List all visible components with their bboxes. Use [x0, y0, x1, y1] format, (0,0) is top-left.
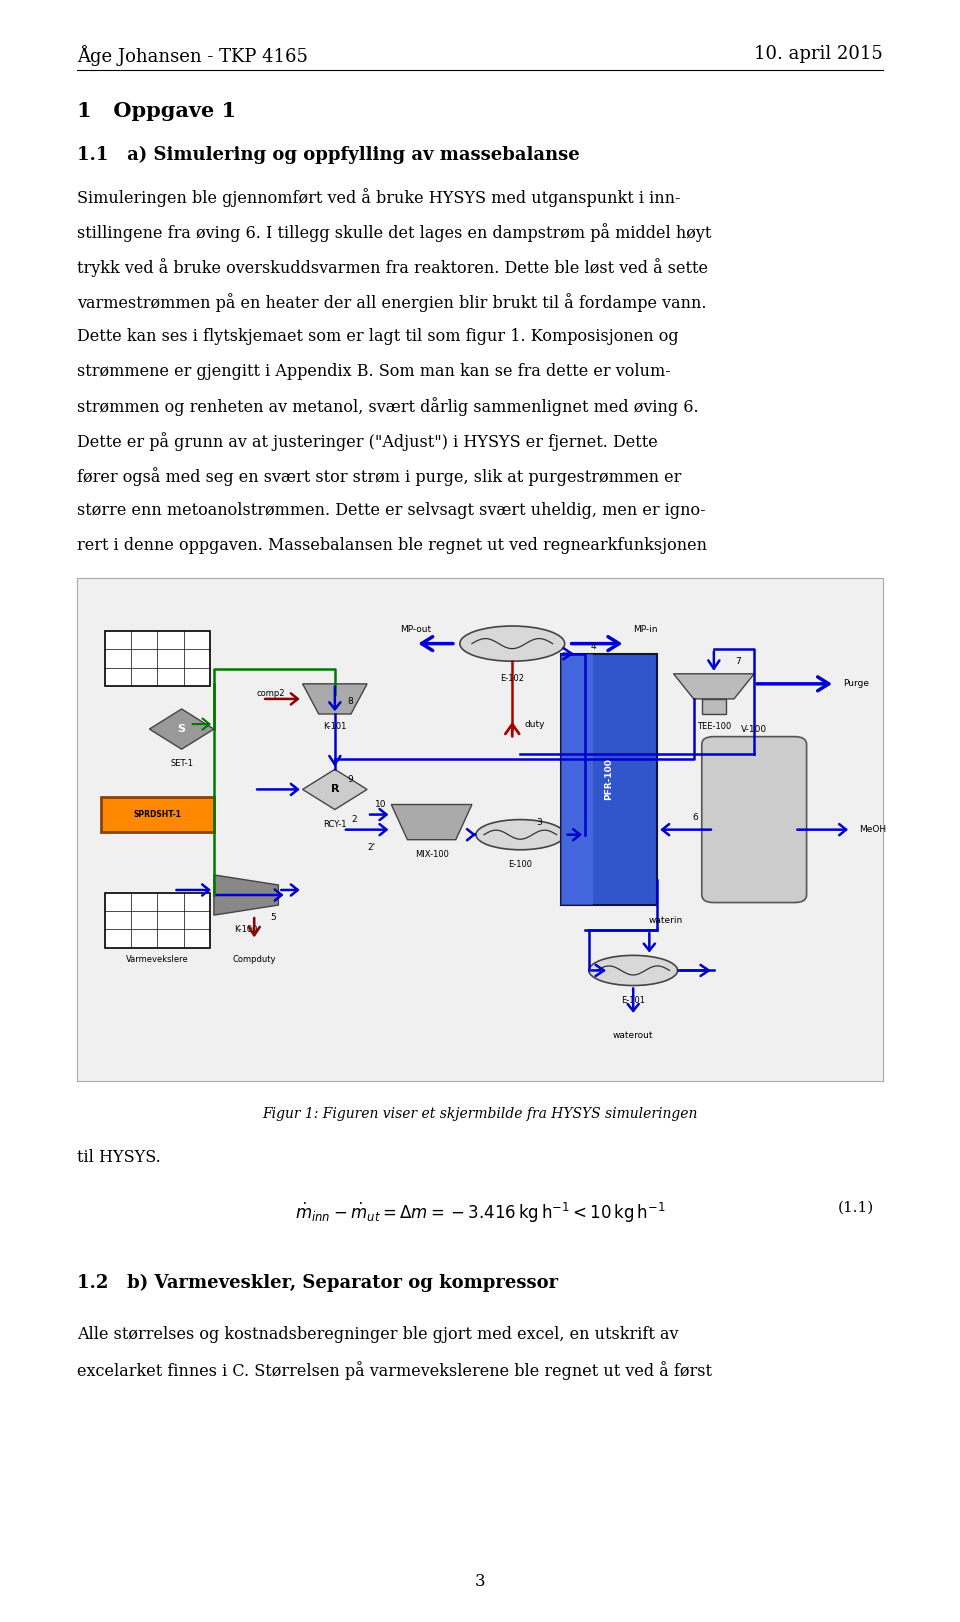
Ellipse shape	[460, 626, 564, 662]
Text: MP-out: MP-out	[400, 624, 431, 634]
Text: PFR-100: PFR-100	[605, 759, 613, 800]
Text: Compduty: Compduty	[232, 955, 276, 965]
Text: 10. april 2015: 10. april 2015	[755, 45, 883, 63]
Text: waterin: waterin	[648, 916, 683, 925]
Text: S: S	[178, 723, 185, 735]
Polygon shape	[392, 805, 472, 840]
Text: 5: 5	[271, 913, 276, 923]
Text: til HYSYS.: til HYSYS.	[77, 1148, 160, 1166]
Text: rert i denne oppgaven. Massebalansen ble regnet ut ved regnearkfunksjonen: rert i denne oppgaven. Massebalansen ble…	[77, 537, 707, 553]
Bar	[105, 892, 210, 947]
Polygon shape	[302, 769, 367, 809]
Text: MeOH: MeOH	[859, 826, 886, 834]
Text: stillingene fra øving 6. I tillegg skulle det lages en dampstrøm på middel høyt: stillingene fra øving 6. I tillegg skull…	[77, 222, 711, 242]
Text: Åge Johansen - TKP 4165: Åge Johansen - TKP 4165	[77, 45, 307, 67]
FancyBboxPatch shape	[702, 736, 806, 902]
Text: Alle størrelses og kostnadsberegninger ble gjort med excel, en utskrift av: Alle størrelses og kostnadsberegninger b…	[77, 1325, 679, 1343]
Bar	[561, 654, 593, 905]
Text: 6: 6	[692, 813, 698, 822]
Text: $\dot{m}_{inn} - \dot{m}_{ut} = \Delta m = -3.416\,\mathrm{kg\,h^{-1}} < 10\,\ma: $\dot{m}_{inn} - \dot{m}_{ut} = \Delta m…	[295, 1200, 665, 1225]
Ellipse shape	[588, 955, 678, 986]
Text: SPRDSHT-1: SPRDSHT-1	[133, 809, 181, 819]
Text: strømmen og renheten av metanol, svært dårlig sammenlignet med øving 6.: strømmen og renheten av metanol, svært d…	[77, 397, 699, 417]
Text: 7: 7	[735, 657, 741, 665]
Text: Figur 1: Figuren viser et skjermbilde fra HYSYS simuleringen: Figur 1: Figuren viser et skjermbilde fr…	[262, 1106, 698, 1121]
Text: 3: 3	[537, 817, 542, 827]
Text: fører også med seg en svært stor strøm i purge, slik at purgestrømmen er: fører også med seg en svært stor strøm i…	[77, 467, 682, 487]
Text: K-100: K-100	[234, 925, 258, 934]
Text: Dette er på grunn av at justeringer ("Adjust") i HYSYS er fjernet. Dette: Dette er på grunn av at justeringer ("Ad…	[77, 431, 658, 451]
Text: MP-in: MP-in	[634, 624, 658, 634]
Text: E-101: E-101	[621, 996, 645, 1004]
Text: varmestrømmen på en heater der all energien blir brukt til å fordampe vann.: varmestrømmen på en heater der all energ…	[77, 292, 707, 311]
Text: MIX-100: MIX-100	[415, 850, 448, 858]
Text: 3: 3	[474, 1573, 486, 1590]
FancyBboxPatch shape	[101, 796, 214, 832]
Text: 1.1   a) Simulering og oppfylling av massebalanse: 1.1 a) Simulering og oppfylling av masse…	[77, 146, 580, 164]
Text: RCY-1: RCY-1	[324, 819, 347, 829]
Text: V-100: V-100	[741, 725, 767, 735]
Bar	[702, 699, 726, 714]
Text: 4: 4	[590, 642, 596, 650]
Text: 2: 2	[351, 816, 356, 824]
Text: 8: 8	[347, 697, 352, 706]
Text: 1.2   b) Varmeveskler, Separator og kompressor: 1.2 b) Varmeveskler, Separator og kompre…	[77, 1273, 558, 1293]
Text: K-101: K-101	[324, 722, 347, 730]
Polygon shape	[674, 673, 755, 699]
Text: TEE-100: TEE-100	[697, 722, 731, 730]
Text: excelarket finnes i C. Størrelsen på varmevekslerene ble regnet ut ved å først: excelarket finnes i C. Størrelsen på var…	[77, 1361, 711, 1380]
Text: Dette kan ses i flytskjemaet som er lagt til som figur 1. Komposisjonen og: Dette kan ses i flytskjemaet som er lagt…	[77, 328, 679, 344]
Polygon shape	[214, 874, 278, 915]
Text: større enn metoanolstrømmen. Dette er selvsagt svært uheldig, men er igno-: større enn metoanolstrømmen. Dette er se…	[77, 501, 706, 519]
Text: Simuleringen ble gjennomført ved å bruke HYSYS med utganspunkt i inn-: Simuleringen ble gjennomført ved å bruke…	[77, 188, 681, 208]
Text: comp2: comp2	[256, 689, 284, 699]
Ellipse shape	[476, 819, 564, 850]
Text: 10: 10	[375, 800, 387, 809]
Text: E-102: E-102	[500, 673, 524, 683]
Polygon shape	[302, 684, 367, 714]
Bar	[105, 631, 210, 686]
Text: 9: 9	[347, 775, 352, 783]
Text: trykk ved å bruke overskuddsvarmen fra reaktoren. Dette ble løst ved å sette: trykk ved å bruke overskuddsvarmen fra r…	[77, 258, 708, 277]
Bar	[561, 654, 658, 905]
Polygon shape	[150, 709, 214, 749]
Text: SET-1: SET-1	[170, 759, 193, 769]
Text: duty: duty	[524, 720, 545, 728]
Text: 1   Oppgave 1: 1 Oppgave 1	[77, 101, 236, 120]
Text: waterout: waterout	[613, 1030, 654, 1040]
Text: strømmene er gjengitt i Appendix B. Som man kan se fra dette er volum-: strømmene er gjengitt i Appendix B. Som …	[77, 362, 670, 380]
Text: R: R	[330, 785, 339, 795]
Text: 2': 2'	[367, 843, 375, 852]
Text: Varmevekslere: Varmevekslere	[126, 955, 189, 965]
Text: Purge: Purge	[843, 680, 869, 688]
Text: (1.1): (1.1)	[837, 1200, 874, 1215]
Text: E-100: E-100	[509, 860, 532, 869]
